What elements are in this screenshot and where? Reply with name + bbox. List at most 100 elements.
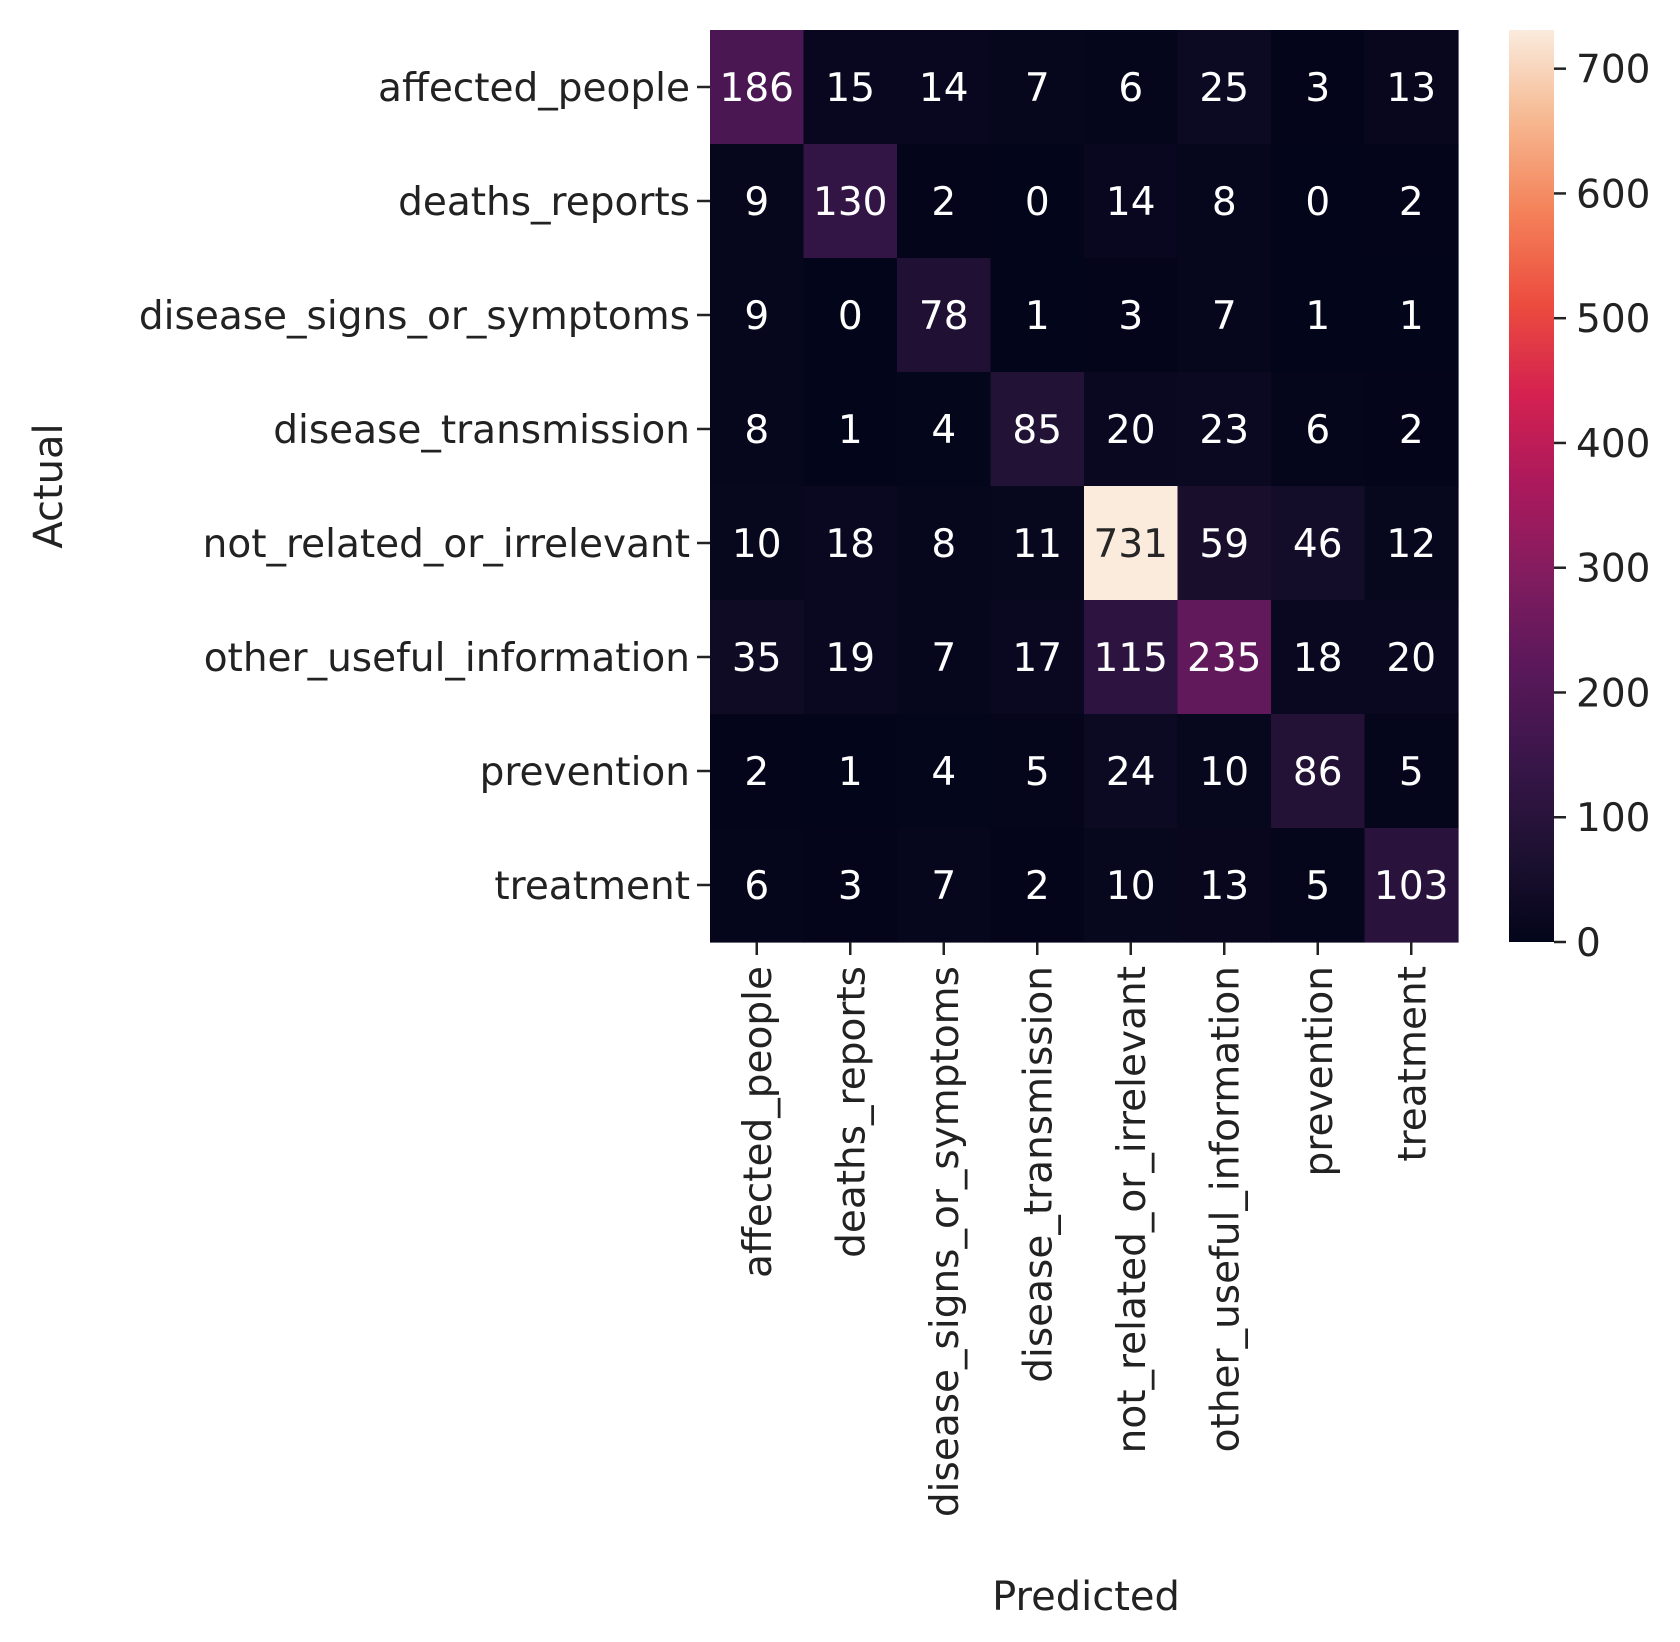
y-tick-label: disease_transmission <box>273 408 690 453</box>
heatmap-cell <box>990 372 1085 487</box>
x-tick-label: prevention <box>1297 966 1342 1176</box>
heatmap-cell <box>803 600 898 715</box>
x-tick-label: affected_people <box>736 966 781 1278</box>
colorbar-tick-label: 0 <box>1576 921 1601 966</box>
cell-value-label: 13 <box>1199 864 1249 909</box>
cell-value-label: 2 <box>1399 180 1424 225</box>
x-axis-ticks: affected_people deaths_reports disease_sig… <box>736 942 1435 1517</box>
cell-value-label: 3 <box>838 864 863 909</box>
heatmap-cell <box>897 486 992 601</box>
heatmap-cell <box>897 828 992 943</box>
cell-value-label: 2 <box>931 180 956 225</box>
cell-value-label: 10 <box>1106 864 1156 909</box>
cell-value-label: 12 <box>1386 522 1436 567</box>
cell-value-label: 6 <box>1305 408 1330 453</box>
cell-value-labels: 186 15 14 7 6 25 3 139 130 2 0 14 8 0 29 0 78 1 3 7 1 18 1 4 85 2… <box>720 66 1449 909</box>
heatmap-cell <box>1177 372 1272 487</box>
colorbar-tick-label: 600 <box>1576 172 1650 217</box>
heatmap-cell <box>1364 30 1459 145</box>
cell-value-label: 85 <box>1012 408 1062 453</box>
heatmap-cell <box>1084 30 1179 145</box>
cell-value-label: 1 <box>1399 294 1424 339</box>
heatmap-cell <box>990 714 1085 829</box>
x-tick-label: disease_signs_or_symptoms <box>923 966 968 1517</box>
cell-value-label: 6 <box>744 864 769 909</box>
heatmap-cell <box>1084 486 1179 601</box>
cell-value-label: 19 <box>825 636 875 681</box>
heatmap-cell <box>1177 828 1272 943</box>
heatmap-cell <box>710 714 805 829</box>
cell-value-label: 5 <box>1025 750 1050 795</box>
heatmap-cell <box>1364 828 1459 943</box>
heatmap-cell <box>710 486 805 601</box>
heatmap-cell <box>1271 600 1366 715</box>
cell-value-label: 78 <box>919 294 969 339</box>
y-tick-label: disease_signs_or_symptoms <box>139 294 690 339</box>
cell-value-label: 13 <box>1386 66 1436 111</box>
heatmap-cell <box>1271 486 1366 601</box>
heatmap-cell <box>990 30 1085 145</box>
cell-value-label: 10 <box>732 522 782 567</box>
cell-value-label: 20 <box>1106 408 1156 453</box>
heatmap-cell <box>1271 714 1366 829</box>
heatmap-cell <box>1177 144 1272 259</box>
cell-value-label: 35 <box>732 636 782 681</box>
heatmap-cell <box>1084 600 1179 715</box>
heatmap-cell <box>710 828 805 943</box>
heatmap-cell <box>1364 714 1459 829</box>
heatmap-cell <box>1271 828 1366 943</box>
colorbar-ticks: 0 100 200 300 400 500 600 700 <box>1554 48 1650 966</box>
heatmap-cell <box>990 828 1085 943</box>
x-tick-label: disease_transmission <box>1016 966 1061 1383</box>
colorbar-tick-label: 200 <box>1576 671 1650 716</box>
heatmap-cell <box>803 30 898 145</box>
y-axis-label: Actual <box>26 423 72 548</box>
cell-value-label: 18 <box>825 522 875 567</box>
cell-value-label: 86 <box>1293 750 1343 795</box>
heatmap-cell <box>803 372 898 487</box>
cell-value-label: 3 <box>1118 294 1143 339</box>
heatmap-cell <box>803 486 898 601</box>
cell-value-label: 18 <box>1293 636 1343 681</box>
x-axis-label: Predicted <box>992 1574 1180 1620</box>
heatmap-cell <box>1271 258 1366 373</box>
heatmap-cell <box>1177 30 1272 145</box>
cell-value-label: 2 <box>744 750 769 795</box>
heatmap-cell <box>1084 828 1179 943</box>
cell-value-label: 3 <box>1305 66 1330 111</box>
heatmap-cell <box>1271 30 1366 145</box>
heatmap-cell <box>990 144 1085 259</box>
cell-value-label: 130 <box>813 180 887 225</box>
y-tick-label: not_related_or_irrelevant <box>203 522 690 567</box>
y-tick-label: treatment <box>494 864 690 909</box>
heatmap-cell <box>1364 258 1459 373</box>
cell-value-label: 0 <box>1305 180 1330 225</box>
cell-value-label: 5 <box>1399 750 1424 795</box>
colorbar-tick-label: 300 <box>1576 547 1650 592</box>
heatmap-cell <box>710 600 805 715</box>
cell-value-label: 7 <box>931 864 956 909</box>
cell-value-label: 8 <box>1212 180 1237 225</box>
cell-value-label: 6 <box>1118 66 1143 111</box>
cell-value-label: 17 <box>1012 636 1062 681</box>
heatmap-cell <box>1177 258 1272 373</box>
cell-value-label: 0 <box>838 294 863 339</box>
heatmap-cell <box>1364 372 1459 487</box>
x-tick-label: treatment <box>1390 966 1435 1162</box>
cell-value-label: 24 <box>1106 750 1156 795</box>
heatmap-cell <box>897 144 992 259</box>
cell-value-label: 5 <box>1305 864 1330 909</box>
heatmap-cell <box>1084 714 1179 829</box>
cell-value-label: 1 <box>838 750 863 795</box>
y-tick-label: prevention <box>480 750 690 795</box>
cell-value-label: 25 <box>1199 66 1249 111</box>
heatmap-cell <box>990 600 1085 715</box>
heatmap-cell <box>710 30 805 145</box>
cell-value-label: 7 <box>1025 66 1050 111</box>
colorbar-tick-label: 500 <box>1576 297 1650 342</box>
heatmap-cells <box>710 30 1459 943</box>
heatmap-cell <box>710 144 805 259</box>
cell-value-label: 1 <box>1305 294 1330 339</box>
y-tick-label: other_useful_information <box>204 636 690 681</box>
